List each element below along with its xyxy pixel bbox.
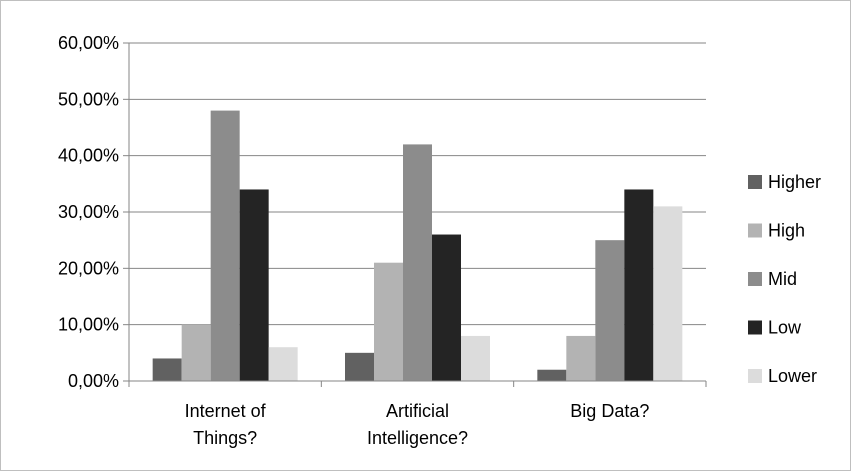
- legend-swatch-mid: [748, 272, 762, 286]
- x-category-label: Big Data?: [570, 401, 649, 421]
- x-category-label: Things?: [193, 428, 257, 448]
- y-tick-label: 10,00%: [58, 315, 119, 335]
- legend-swatch-low: [748, 320, 762, 335]
- y-tick-label: 30,00%: [58, 202, 119, 222]
- bar-higher-2: [345, 352, 374, 381]
- y-axis-tick-labels: 0,00% 10,00% 20,00% 30,00% 40,00% 50,00% 60,00…: [58, 33, 119, 391]
- bars: [152, 110, 683, 381]
- axes: [123, 42, 707, 387]
- x-axis-category-labels: Internet of Things? Artificial Intelligence…: [185, 401, 650, 448]
- y-tick-label: 0,00%: [68, 371, 119, 391]
- x-category-label: Artificial: [386, 401, 449, 421]
- bar-high-1: [181, 324, 211, 381]
- bar-higher-3: [537, 369, 567, 381]
- legend-swatch-high: [748, 223, 762, 238]
- y-tick-label: 40,00%: [58, 146, 119, 166]
- legend-label-low: Low: [768, 318, 802, 338]
- x-category-label: Internet of: [185, 401, 267, 421]
- legend: Higher High Mid Low Lower: [748, 172, 821, 386]
- y-tick-label: 50,00%: [58, 89, 119, 109]
- bar-low-2: [432, 234, 461, 381]
- bar-higher-1: [152, 358, 182, 381]
- bar-lower-3: [653, 206, 683, 381]
- bar-low-3: [624, 189, 654, 381]
- bar-lower-2: [461, 335, 490, 381]
- x-category-label: Intelligence?: [367, 428, 468, 448]
- legend-label-mid: Mid: [768, 269, 797, 289]
- legend-swatch-lower: [748, 369, 762, 383]
- bar-mid-3: [595, 240, 625, 381]
- legend-label-higher: Higher: [768, 172, 821, 192]
- legend-label-high: High: [768, 221, 805, 241]
- y-tick-label: 60,00%: [58, 33, 119, 53]
- bar-mid-2: [403, 144, 432, 381]
- bar-lower-1: [268, 347, 298, 381]
- legend-swatch-higher: [748, 175, 762, 189]
- bar-high-2: [374, 262, 403, 381]
- bar-mid-1: [210, 110, 240, 381]
- legend-label-lower: Lower: [768, 366, 817, 386]
- bar-low-1: [239, 189, 269, 381]
- y-tick-label: 20,00%: [58, 258, 119, 278]
- bar-high-3: [566, 335, 596, 381]
